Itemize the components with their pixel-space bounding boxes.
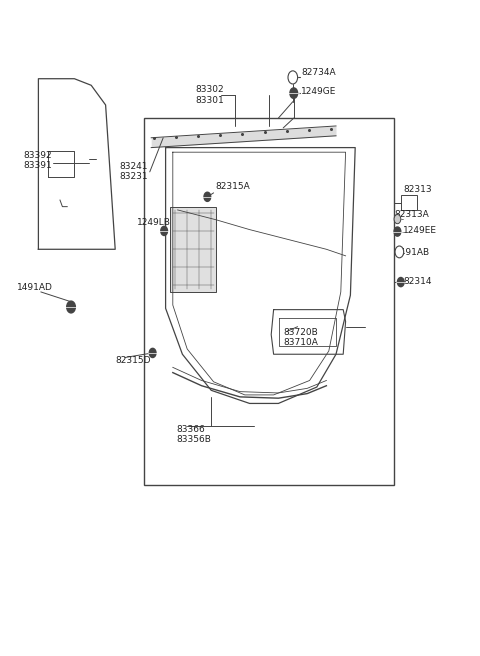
Text: 1491AB: 1491AB: [395, 248, 430, 257]
Circle shape: [395, 246, 404, 258]
Text: 82734A: 82734A: [301, 68, 336, 77]
Circle shape: [288, 71, 298, 84]
Text: 1249LB: 1249LB: [137, 218, 171, 227]
Circle shape: [290, 88, 298, 98]
Circle shape: [204, 192, 211, 201]
Bar: [170, 207, 216, 292]
Text: 1249EE: 1249EE: [403, 226, 437, 236]
Circle shape: [161, 226, 168, 236]
Circle shape: [394, 215, 401, 224]
Text: 83392
83391: 83392 83391: [23, 151, 52, 171]
Bar: [144, 118, 394, 485]
Text: 1249GE: 1249GE: [301, 87, 337, 96]
Text: 82313A: 82313A: [395, 210, 429, 219]
Text: 82313: 82313: [403, 185, 432, 194]
Circle shape: [394, 227, 401, 236]
Text: 83366
83356B: 83366 83356B: [177, 425, 212, 445]
Circle shape: [67, 301, 75, 313]
Text: 82315A: 82315A: [215, 182, 250, 192]
Text: 83720B
83710A: 83720B 83710A: [283, 328, 318, 348]
Circle shape: [397, 277, 404, 287]
Text: 83302
83301: 83302 83301: [196, 85, 225, 105]
Text: 82315D: 82315D: [115, 356, 151, 365]
Text: 83241
83231: 83241 83231: [119, 162, 148, 182]
Text: 82314: 82314: [403, 277, 432, 286]
Text: 1491AD: 1491AD: [17, 283, 53, 293]
Bar: [401, 195, 417, 210]
Circle shape: [149, 348, 156, 358]
